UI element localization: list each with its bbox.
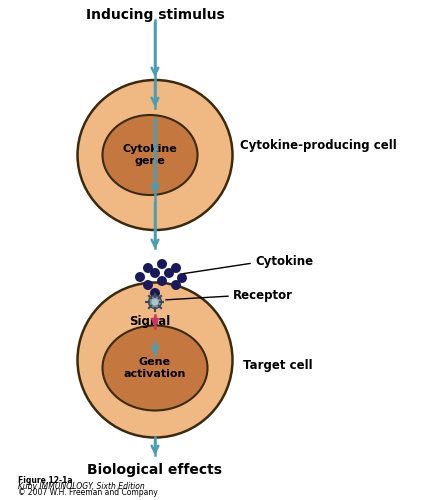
Text: Cytokine
gene: Cytokine gene [122, 144, 177, 166]
Circle shape [157, 259, 166, 269]
Text: © 2007 W.H. Freeman and Company: © 2007 W.H. Freeman and Company [18, 488, 157, 497]
Ellipse shape [102, 326, 207, 410]
Text: Target cell: Target cell [243, 358, 312, 372]
Text: Biological effects: Biological effects [87, 463, 222, 477]
Circle shape [143, 263, 153, 273]
Text: Cytokine: Cytokine [254, 254, 312, 268]
Circle shape [150, 288, 159, 298]
Circle shape [177, 273, 187, 283]
Text: Figure 12-1a: Figure 12-1a [18, 476, 72, 485]
Circle shape [148, 296, 161, 308]
Circle shape [151, 298, 158, 306]
Text: Gene
activation: Gene activation [124, 357, 186, 379]
Text: Signal: Signal [129, 316, 170, 328]
Circle shape [143, 280, 153, 290]
Ellipse shape [78, 80, 232, 230]
Text: Inducing stimulus: Inducing stimulus [85, 8, 224, 22]
Circle shape [171, 280, 180, 290]
Text: Cytokine-producing cell: Cytokine-producing cell [240, 138, 396, 151]
Ellipse shape [78, 282, 232, 438]
Text: Receptor: Receptor [233, 288, 292, 302]
Circle shape [135, 272, 145, 282]
Circle shape [164, 268, 173, 278]
Circle shape [150, 268, 159, 278]
Circle shape [157, 276, 166, 286]
Ellipse shape [102, 115, 197, 195]
Circle shape [171, 263, 180, 273]
Text: Kuby IMMUNOLOGY, Sixth Edition: Kuby IMMUNOLOGY, Sixth Edition [18, 482, 145, 491]
